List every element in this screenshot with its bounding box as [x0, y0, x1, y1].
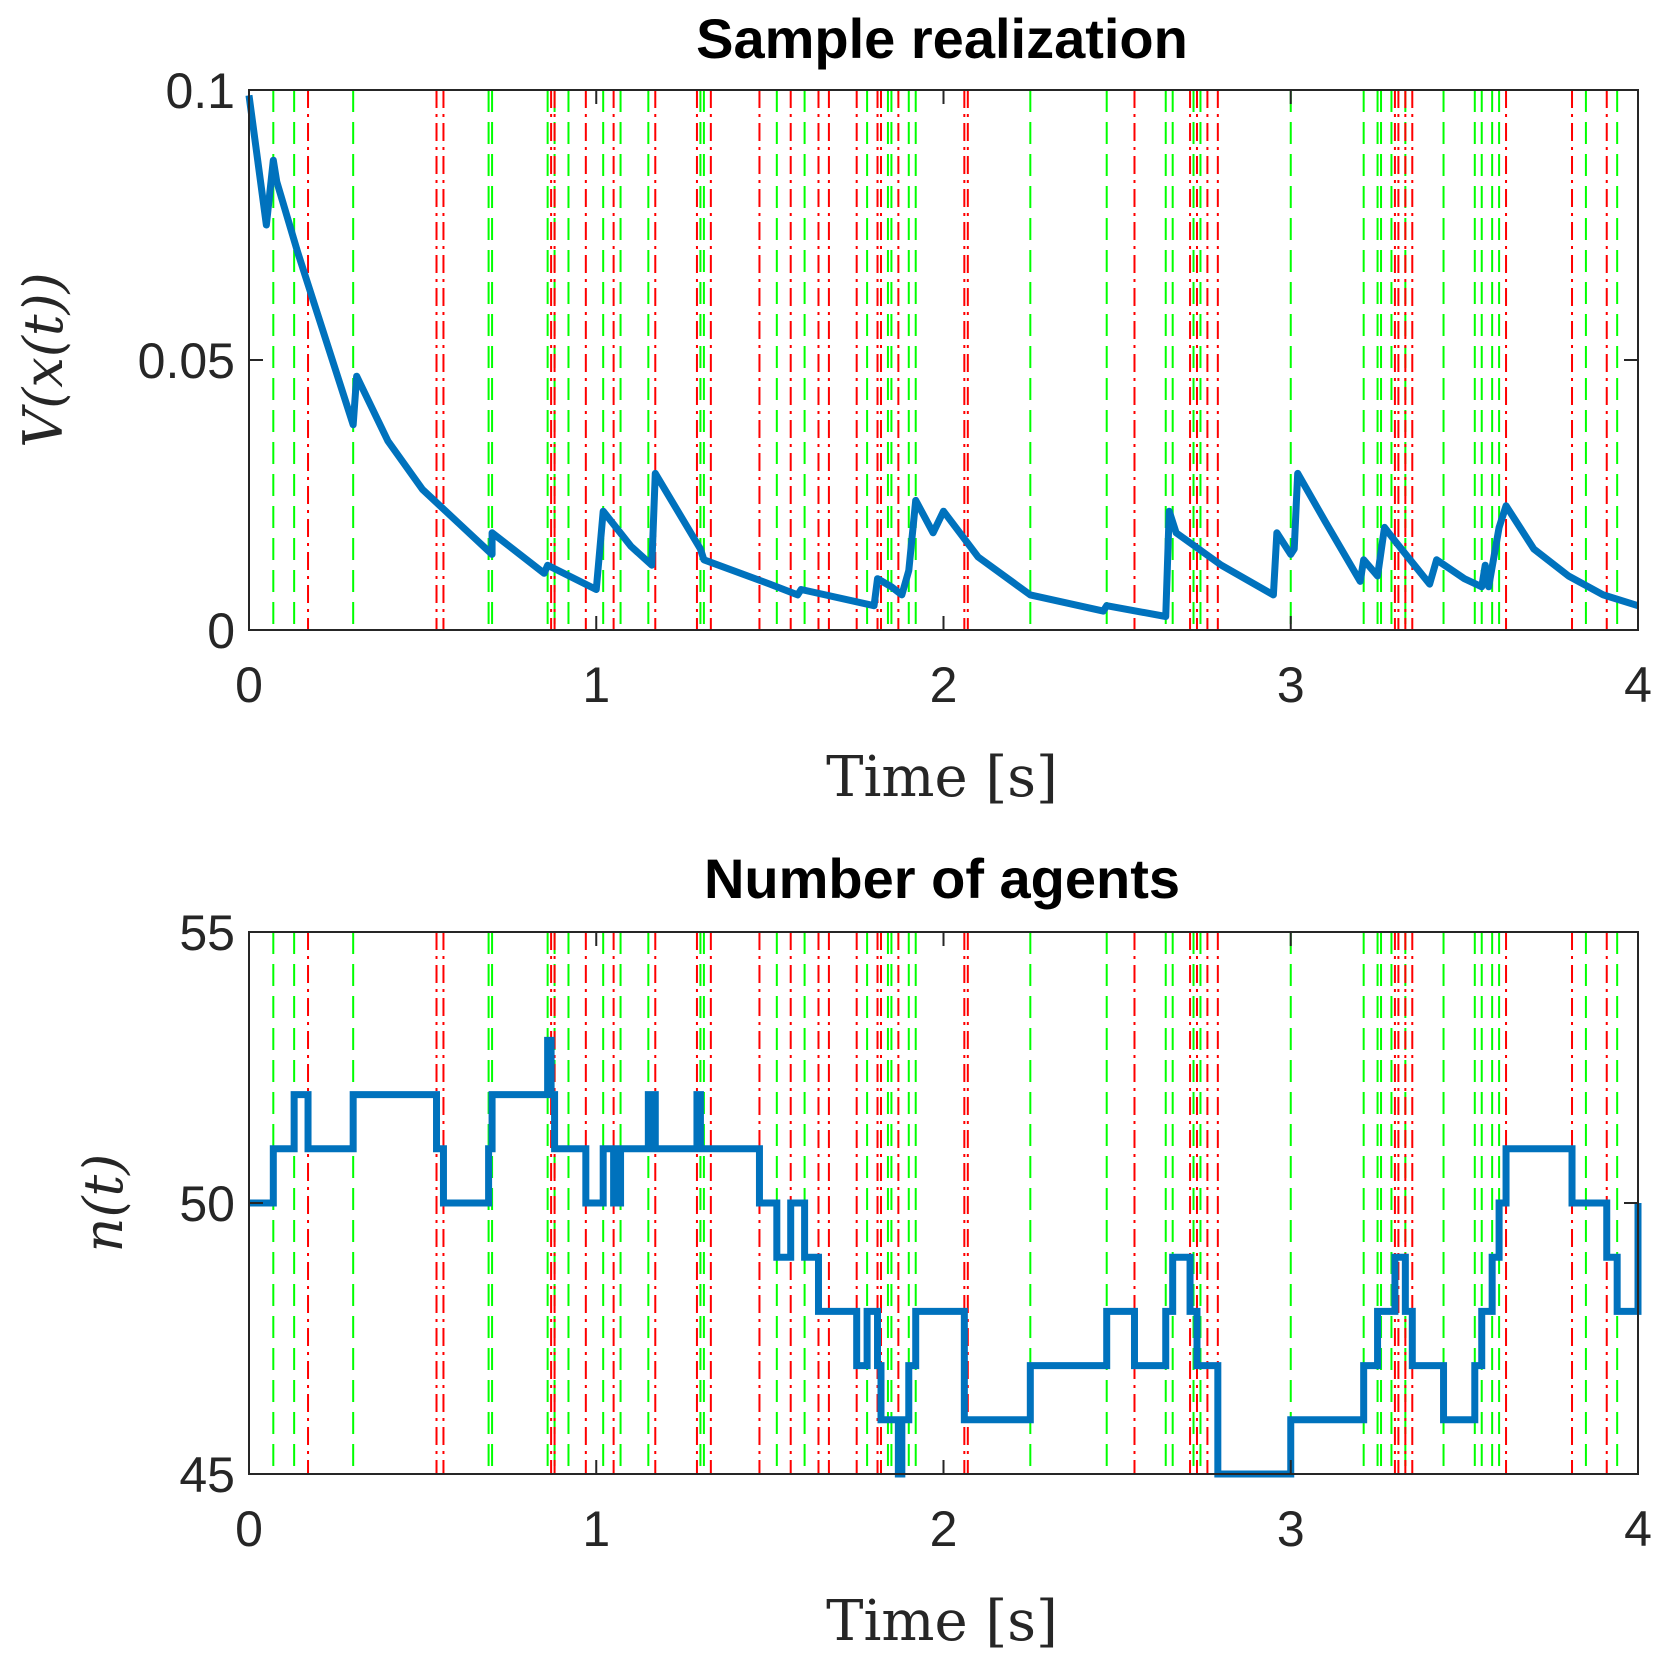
- chart-title: Number of agents: [704, 847, 1180, 910]
- x-tick-label: 1: [582, 1501, 610, 1557]
- y-tick-label: 55: [179, 905, 235, 961]
- x-axis-label: Time [s]: [826, 745, 1058, 810]
- x-tick-label: 0: [235, 657, 263, 713]
- series-line-n: [249, 1036, 1642, 1478]
- y-tick-label: 0.1: [165, 63, 235, 119]
- x-tick-label: 4: [1624, 657, 1652, 713]
- x-tick-label: 3: [1277, 1501, 1305, 1557]
- y-axis-label: V(x(t)): [12, 272, 75, 447]
- y-tick-label: 45: [179, 1447, 235, 1503]
- x-tick-label: 1: [582, 657, 610, 713]
- axis-ticks: 0 1 2 3 4 0 0.05 0.1: [138, 63, 1652, 713]
- x-tick-label: 2: [930, 1501, 958, 1557]
- x-tick-label: 2: [930, 657, 958, 713]
- x-tick-label: 3: [1277, 657, 1305, 713]
- x-tick-label: 4: [1624, 1501, 1652, 1557]
- x-axis-label: Time [s]: [826, 1589, 1058, 1654]
- panel-number-of-agents: Number of agents 0 1 2 3 4 45 50 55 Time [s] n(…: [72, 847, 1652, 1654]
- event-lines: [272, 90, 1639, 630]
- y-tick-label: 0.05: [138, 333, 235, 389]
- y-tick-label: 50: [179, 1176, 235, 1232]
- chart-title: Sample realization: [696, 7, 1188, 70]
- panel-sample-realization: Sample realization 0 1 2 3 4 0 0.05 0.1 Time [s…: [12, 7, 1652, 810]
- axes-box: [248, 89, 1639, 631]
- y-axis-label: n(t): [72, 1154, 135, 1253]
- y-tick-label: 0: [207, 603, 235, 659]
- x-tick-label: 0: [235, 1501, 263, 1557]
- axis-ticks: 0 1 2 3 4 45 50 55: [179, 905, 1652, 1557]
- series-line-V: [245, 94, 1640, 620]
